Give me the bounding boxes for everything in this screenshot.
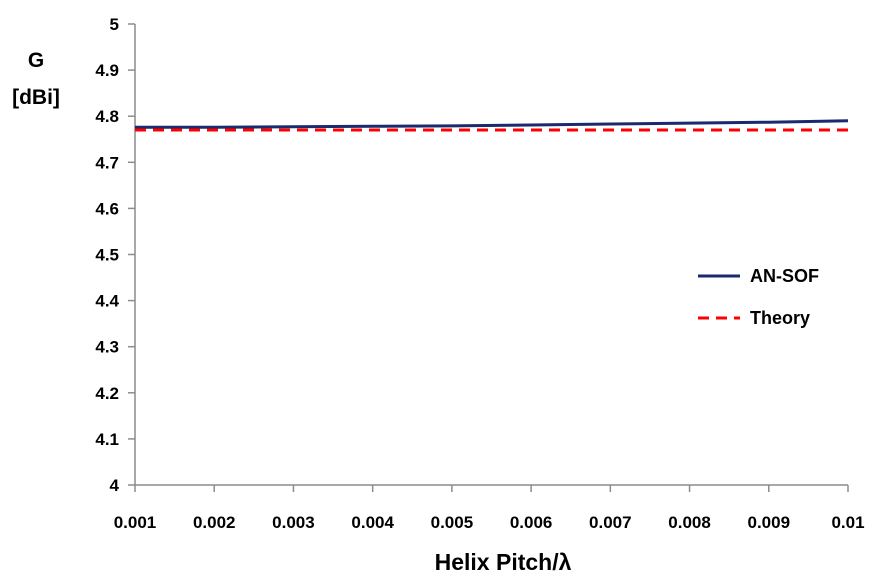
x-tick-label: 0.006 [510, 513, 553, 532]
y-axis-title-line1: G [28, 49, 44, 72]
y-tick-label: 4.4 [95, 292, 119, 311]
y-tick-label: 4.3 [95, 338, 119, 357]
x-tick-label: 0.009 [748, 513, 791, 532]
x-tick-label: 0.008 [668, 513, 711, 532]
legend: AN-SOF Theory [698, 266, 819, 328]
x-tick-label: 0.003 [272, 513, 315, 532]
y-ticks: 4 4.1 4.2 4.3 4.4 4.5 4.6 4.7 4.8 4.9 5 [95, 15, 135, 495]
x-ticks: 0.001 0.002 0.003 0.004 0.005 0.006 0.007 0.008… [114, 485, 865, 532]
axes [134, 24, 848, 486]
x-tick-label: 0.01 [831, 513, 864, 532]
x-axis-title: Helix Pitch/λ [435, 549, 572, 575]
x-tick-label: 0.004 [351, 513, 394, 532]
x-tick-label: 0.002 [193, 513, 236, 532]
y-tick-label: 4 [110, 476, 120, 495]
y-tick-label: 4.6 [95, 199, 119, 218]
legend-label-theory: Theory [750, 308, 810, 328]
legend-label-an-sof: AN-SOF [750, 266, 819, 286]
series-group [135, 119, 849, 132]
series-line-an-sof [135, 119, 849, 129]
y-tick-label: 4.8 [95, 107, 119, 126]
y-tick-label: 4.9 [95, 61, 119, 80]
y-tick-label: 4.1 [95, 430, 119, 449]
y-axis-title-line2: [dBi] [12, 86, 60, 109]
y-tick-label: 4.7 [95, 153, 119, 172]
y-tick-label: 4.2 [95, 384, 119, 403]
x-tick-label: 0.001 [114, 513, 157, 532]
x-tick-label: 0.005 [431, 513, 474, 532]
y-tick-label: 4.5 [95, 246, 119, 265]
y-tick-label: 5 [110, 15, 119, 34]
x-tick-label: 0.007 [589, 513, 632, 532]
